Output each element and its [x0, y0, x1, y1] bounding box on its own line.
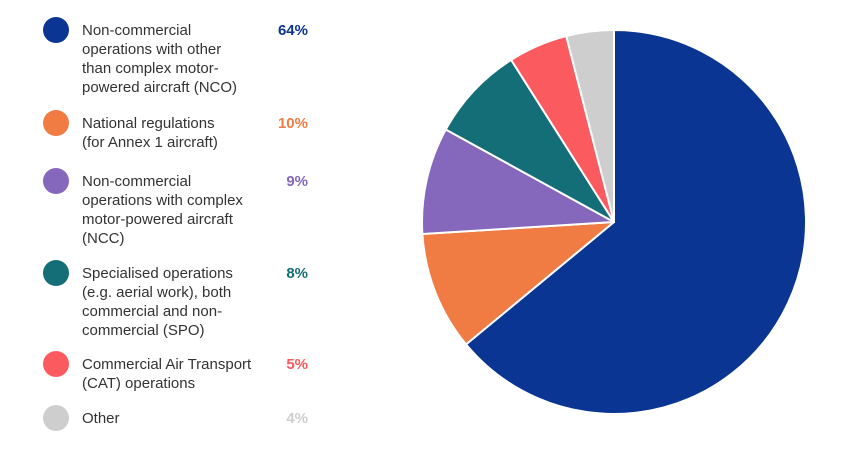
legend-label-spo: Specialised operations (e.g. aerial work… — [82, 265, 233, 339]
legend-value-nco: 64% — [277, 22, 308, 39]
pie-slice-ncc — [421, 128, 615, 236]
legend-swatch-cat — [43, 351, 69, 377]
legend-value-cat: 5% — [286, 356, 308, 373]
pie-slice-nco — [465, 29, 807, 415]
legend-swatch-spo — [43, 260, 69, 286]
legend-label-other: Other — [82, 410, 120, 427]
legend-label-cat: Commercial Air Transport (CAT) operation… — [82, 356, 252, 392]
legend-swatch-ncc — [43, 168, 69, 194]
legend-swatch-national — [43, 110, 69, 136]
legend-value-spo: 8% — [286, 265, 308, 282]
legend-label-ncc: Non-commercial operations with complex m… — [82, 173, 243, 247]
pie-slice-national — [421, 221, 615, 346]
pie-slice-other — [565, 29, 615, 223]
legend-value-other: 4% — [286, 410, 308, 427]
pie-slice-spo — [444, 58, 615, 223]
legend-value-national: 10% — [277, 115, 308, 132]
legend-swatch-other — [43, 405, 69, 431]
pie-chart — [421, 29, 807, 415]
legend-swatch-nco — [43, 17, 69, 43]
legend-value-ncc: 9% — [286, 173, 308, 190]
legend: Non-commercial operations with other tha… — [0, 0, 330, 449]
legend-label-national: National regulations (for Annex 1 aircra… — [82, 115, 218, 151]
legend-label-nco: Non-commercial operations with other tha… — [82, 22, 238, 96]
